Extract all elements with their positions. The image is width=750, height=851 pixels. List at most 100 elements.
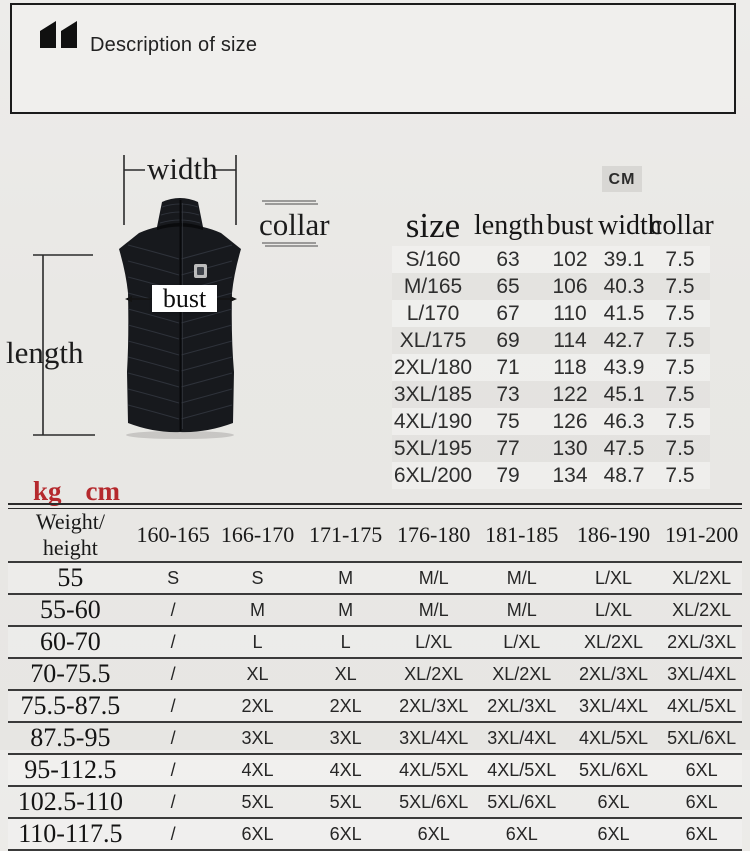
table-cell: 7.5 [665, 436, 695, 460]
table-cell: / [132, 722, 214, 755]
table-cell: 4XL/5XL [477, 754, 566, 787]
table-cell: 63 [496, 247, 520, 271]
table-cell: 6XL [661, 818, 742, 851]
column-header: size [405, 206, 461, 245]
weight-height-table-container: Weight/ height 160-165 166-170 171-175 176-1… [8, 503, 742, 851]
table-cell: / [132, 818, 214, 851]
table-cell: 42.7 [603, 328, 645, 352]
table-cell: 2XL [301, 690, 390, 723]
table-cell: 2XL/3XL [565, 658, 662, 691]
table-cell: 118 [553, 355, 587, 379]
table-cell: 7.5 [665, 463, 695, 487]
table-cell: XL/2XL [477, 658, 566, 691]
table-cell: 65 [496, 274, 520, 298]
table-cell: 102 [552, 247, 588, 271]
table-cell: M/165 [403, 274, 463, 298]
column-header: width [598, 210, 662, 241]
table-cell: 3XL/185 [393, 382, 473, 406]
table-cell: L [213, 626, 302, 659]
column-header: 176-180 [389, 508, 478, 563]
column-header: 166-170 [213, 508, 302, 563]
length-label: length [6, 335, 84, 370]
table-cell: 2XL/3XL [661, 626, 742, 659]
table-cell: 2XL [213, 690, 302, 723]
table-cell: 41.5 [603, 301, 645, 325]
table-cell: 7.5 [665, 355, 695, 379]
table-row: 75.5-87.5/2XL 2XL 2XL/3XL 2XL/3XL 3XL/4XL 4XL… [8, 690, 742, 723]
table-cell: XL [301, 658, 390, 691]
weight-height-header-row: Weight/ height 160-165 166-170 171-175 176-1… [8, 508, 742, 563]
table-row: 102.5-110/5XL 5XL 5XL/6XL 5XL/6XL 6XL 6XL [8, 786, 742, 819]
table-cell: / [132, 594, 214, 627]
table-cell: 5XL/6XL [477, 786, 566, 819]
table-cell: L [301, 626, 390, 659]
table-cell: 2XL/3XL [477, 690, 566, 723]
weight-height-table: Weight/ height 160-165 166-170 171-175 176-1… [8, 508, 742, 851]
measurement-lines [33, 155, 318, 436]
table-cell: 60-70 [8, 626, 133, 659]
table-cell: / [132, 626, 214, 659]
table-cell: 114 [553, 328, 587, 352]
table-cell: M/L [477, 562, 566, 595]
table-cell: S [132, 562, 214, 595]
table-cell: 5XL/6XL [389, 786, 478, 819]
table-cell: XL/2XL [389, 658, 478, 691]
table-row: XL/175 69 114 42.7 7.5 [392, 327, 710, 354]
table-cell: 7.5 [665, 247, 695, 271]
table-cell: 2XL/3XL [389, 690, 478, 723]
table-cell: 4XL [301, 754, 390, 787]
table-row: 3XL/185 73 122 45.1 7.5 [392, 381, 710, 408]
table-cell: 48.7 [603, 463, 645, 487]
table-cell: 5XL/6XL [661, 722, 742, 755]
table-cell: 4XL/5XL [565, 722, 662, 755]
column-header: 181-185 [477, 508, 566, 563]
table-cell: 3XL/4XL [661, 658, 742, 691]
table-cell: 43.9 [603, 355, 645, 379]
column-header: 191-200 [661, 508, 742, 563]
table-cell: 39.1 [603, 247, 645, 271]
table-cell: XL [213, 658, 302, 691]
table-cell: 45.1 [603, 382, 645, 406]
table-row: 55-60/M M M/L M/L L/XL XL/2XL [8, 594, 742, 627]
size-table-container: size length bust width collar S/160 63 102 39.1… [392, 206, 714, 489]
table-cell: 6XL/200 [393, 463, 473, 487]
table-cell: 79 [496, 463, 520, 487]
column-header: collar [650, 210, 714, 241]
kg-unit: kg [33, 476, 62, 506]
table-row: 5XL/195 77 130 47.5 7.5 [392, 435, 710, 462]
table-cell: XL/2XL [565, 626, 662, 659]
table-cell: M [301, 562, 390, 595]
table-cell: / [132, 658, 214, 691]
table-row: 110-117.5/6XL 6XL 6XL 6XL 6XL 6XL [8, 818, 742, 851]
table-cell: 4XL [213, 754, 302, 787]
table-cell: 7.5 [665, 274, 695, 298]
table-cell: 122 [552, 382, 588, 406]
table-cell: XL/175 [399, 328, 467, 352]
table-cell: 134 [552, 463, 588, 487]
table-cell: 67 [496, 301, 520, 325]
table-cell: 110-117.5 [8, 818, 133, 851]
table-cell: 55-60 [8, 594, 133, 627]
table-cell: XL/2XL [661, 562, 742, 595]
table-cell: / [132, 786, 214, 819]
page-title: Description of size [90, 34, 258, 56]
table-row: M/165 65 106 40.3 7.5 [392, 273, 710, 300]
table-cell: M/L [389, 562, 478, 595]
table-cell: 2XL/180 [393, 355, 473, 379]
table-cell: 55 [8, 562, 133, 595]
table-cell: 6XL [565, 818, 662, 851]
column-header: 160-165 [132, 508, 214, 563]
bust-label: bust [152, 285, 217, 312]
table-cell: 75.5-87.5 [8, 690, 133, 723]
table-row: 87.5-95/3XL 3XL 3XL/4XL 3XL/4XL 4XL/5XL 5XL/6… [8, 722, 742, 755]
table-cell: 6XL [213, 818, 302, 851]
table-cell: 3XL [301, 722, 390, 755]
column-header: 186-190 [565, 508, 662, 563]
table-cell: / [132, 690, 214, 723]
size-table: size length bust width collar S/160 63 102 39.1… [392, 206, 714, 489]
table-cell: L/XL [477, 626, 566, 659]
table-cell: 69 [496, 328, 520, 352]
table-row: 6XL/200 79 134 48.7 7.5 [392, 462, 710, 489]
table-cell: 40.3 [603, 274, 645, 298]
column-header: bust [546, 210, 594, 241]
